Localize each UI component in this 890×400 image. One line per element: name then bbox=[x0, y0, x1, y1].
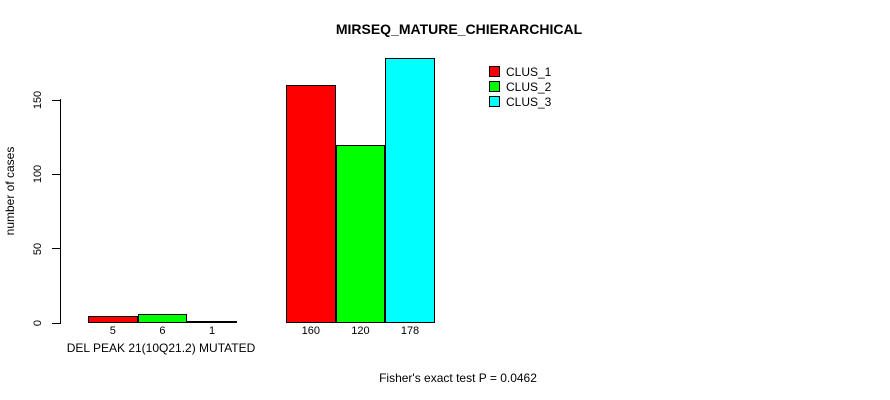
y-axis-tick-label: 0 bbox=[32, 319, 44, 327]
bar-value-label: 160 bbox=[301, 325, 320, 337]
bar-value-label: 1 bbox=[208, 325, 216, 337]
y-axis-tick bbox=[52, 322, 60, 324]
x-axis-label: DEL PEAK 21(10Q21.2) MUTATED bbox=[66, 341, 256, 355]
bar-clus_1-group2 bbox=[286, 85, 336, 323]
legend-color-swatch bbox=[489, 81, 500, 92]
bar-clus_2-group2 bbox=[335, 144, 386, 323]
y-axis-tick-label: 150 bbox=[32, 90, 44, 110]
bar-value-label: 178 bbox=[400, 325, 420, 337]
fisher-test-annotation: Fisher's exact test P = 0.0462 bbox=[379, 371, 537, 385]
legend-color-swatch bbox=[489, 66, 500, 77]
y-axis-tick bbox=[52, 99, 60, 101]
y-axis-tick bbox=[52, 248, 60, 250]
y-axis-tick-label: 100 bbox=[32, 165, 44, 184]
legend-item-clus_2: CLUS_2 bbox=[489, 79, 551, 94]
bar-value-label: 6 bbox=[159, 325, 166, 337]
y-axis-label: number of cases bbox=[3, 146, 17, 236]
legend-item-label: CLUS_2 bbox=[506, 79, 552, 94]
legend-color-swatch bbox=[489, 96, 500, 107]
y-axis-tick bbox=[52, 173, 60, 175]
bar-clus_3-group2 bbox=[385, 58, 435, 323]
legend-item-label: CLUS_3 bbox=[506, 94, 552, 109]
y-axis-line bbox=[60, 99, 61, 324]
y-axis-tick-label: 50 bbox=[32, 242, 44, 255]
bar-value-label: 5 bbox=[109, 325, 116, 337]
legend-item-clus_3: CLUS_3 bbox=[489, 94, 551, 109]
bar-clus_1-group1 bbox=[88, 315, 138, 323]
legend-item-label: CLUS_1 bbox=[506, 64, 552, 79]
bar-value-label: 120 bbox=[351, 325, 370, 337]
bar-clus_3-group1 bbox=[187, 321, 237, 323]
legend-item-clus_1: CLUS_1 bbox=[489, 64, 551, 79]
chart-title: MIRSEQ_MATURE_CHIERARCHICAL bbox=[335, 21, 583, 37]
bar-clus_2-group1 bbox=[137, 314, 188, 323]
